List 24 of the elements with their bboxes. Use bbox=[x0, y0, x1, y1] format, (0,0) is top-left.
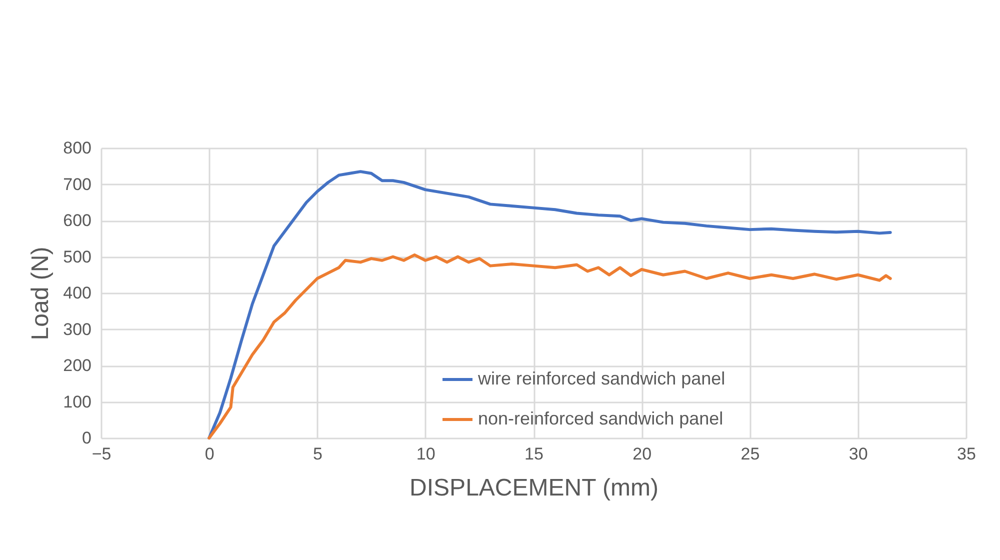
y-tick-label: 400 bbox=[63, 284, 92, 302]
y-tick-label: 0 bbox=[82, 428, 92, 448]
x-tick-label: 20 bbox=[632, 444, 652, 464]
x-axis-title: DISPLACEMENT (mm) bbox=[410, 474, 658, 502]
x-tick-label: 15 bbox=[524, 444, 544, 464]
y-tick-label: 600 bbox=[63, 211, 92, 230]
x-tick-label: 10 bbox=[416, 444, 436, 464]
legend-label: wire reinforced sandwich panel bbox=[477, 368, 726, 388]
legend-label: non-reinforced sandwich panel bbox=[478, 408, 724, 428]
y-axis-title: Load (N) bbox=[27, 246, 54, 340]
y-tick-label: 800 bbox=[63, 138, 92, 158]
x-tick-label: 0 bbox=[204, 444, 214, 464]
x-tick-label: 5 bbox=[313, 444, 322, 464]
x-tick-label: −5 bbox=[92, 444, 112, 464]
x-tick-label: 35 bbox=[957, 444, 976, 464]
line-series bbox=[208, 253, 892, 440]
x-tick-label: 25 bbox=[740, 444, 760, 464]
x-tick-label: 30 bbox=[848, 444, 868, 464]
y-tick-label: 100 bbox=[63, 392, 92, 412]
y-tick-label: 500 bbox=[63, 247, 92, 266]
y-tick-label: 700 bbox=[63, 174, 92, 194]
y-tick-label: 300 bbox=[63, 320, 92, 339]
y-tick-label: 200 bbox=[63, 356, 92, 375]
line-series bbox=[208, 170, 892, 440]
